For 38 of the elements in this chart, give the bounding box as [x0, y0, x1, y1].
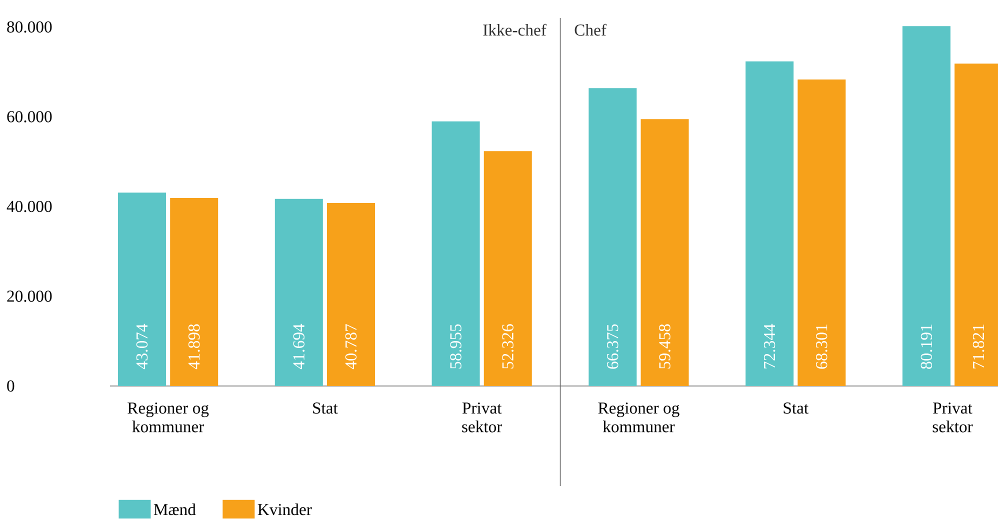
x-tick-label: Regioner og kommuner	[128, 402, 209, 432]
bar	[432, 121, 480, 386]
data-label: 80.191	[920, 324, 932, 369]
data-label: 68.301	[816, 324, 828, 369]
bar	[902, 26, 950, 386]
bar	[746, 61, 794, 386]
data-label: 41.898	[188, 324, 200, 370]
x-tick-label: Stat	[313, 402, 338, 414]
data-label: 66.375	[607, 324, 618, 369]
bar	[798, 79, 846, 386]
bar	[170, 198, 218, 386]
bar	[326, 202, 375, 386]
x-tick-label: Privat sektor	[462, 402, 502, 432]
bar	[484, 151, 532, 386]
x-tick-label: Privat sektor	[932, 402, 973, 432]
legend-label: Mænd	[154, 503, 196, 516]
data-label: 52.326	[502, 324, 514, 369]
y-tick-label: 60.000	[7, 111, 52, 122]
y-tick-label: 80.000	[7, 21, 52, 33]
bar	[588, 88, 637, 386]
bar	[118, 192, 166, 386]
data-label: 41.694	[293, 324, 305, 370]
data-label: 43.074	[136, 324, 148, 370]
legend-label: Kvinder	[258, 503, 312, 516]
annotation: Chef	[574, 24, 606, 36]
x-tick-label: Regioner og kommuner	[598, 402, 680, 432]
x-tick-label: Stat	[784, 402, 808, 414]
y-tick-label: 0	[7, 380, 14, 392]
data-label: 40.787	[345, 324, 357, 370]
data-label: 71.821	[972, 324, 984, 368]
data-label: 72.344	[764, 324, 776, 368]
data-label: 58.955	[450, 324, 462, 369]
y-tick-label: 40.000	[6, 200, 52, 212]
data-label: 59.458	[659, 324, 670, 369]
annotation: Ikke-chef	[483, 24, 546, 36]
bar	[274, 198, 323, 386]
bar	[640, 119, 689, 386]
y-tick-label: 20.000	[7, 290, 52, 302]
